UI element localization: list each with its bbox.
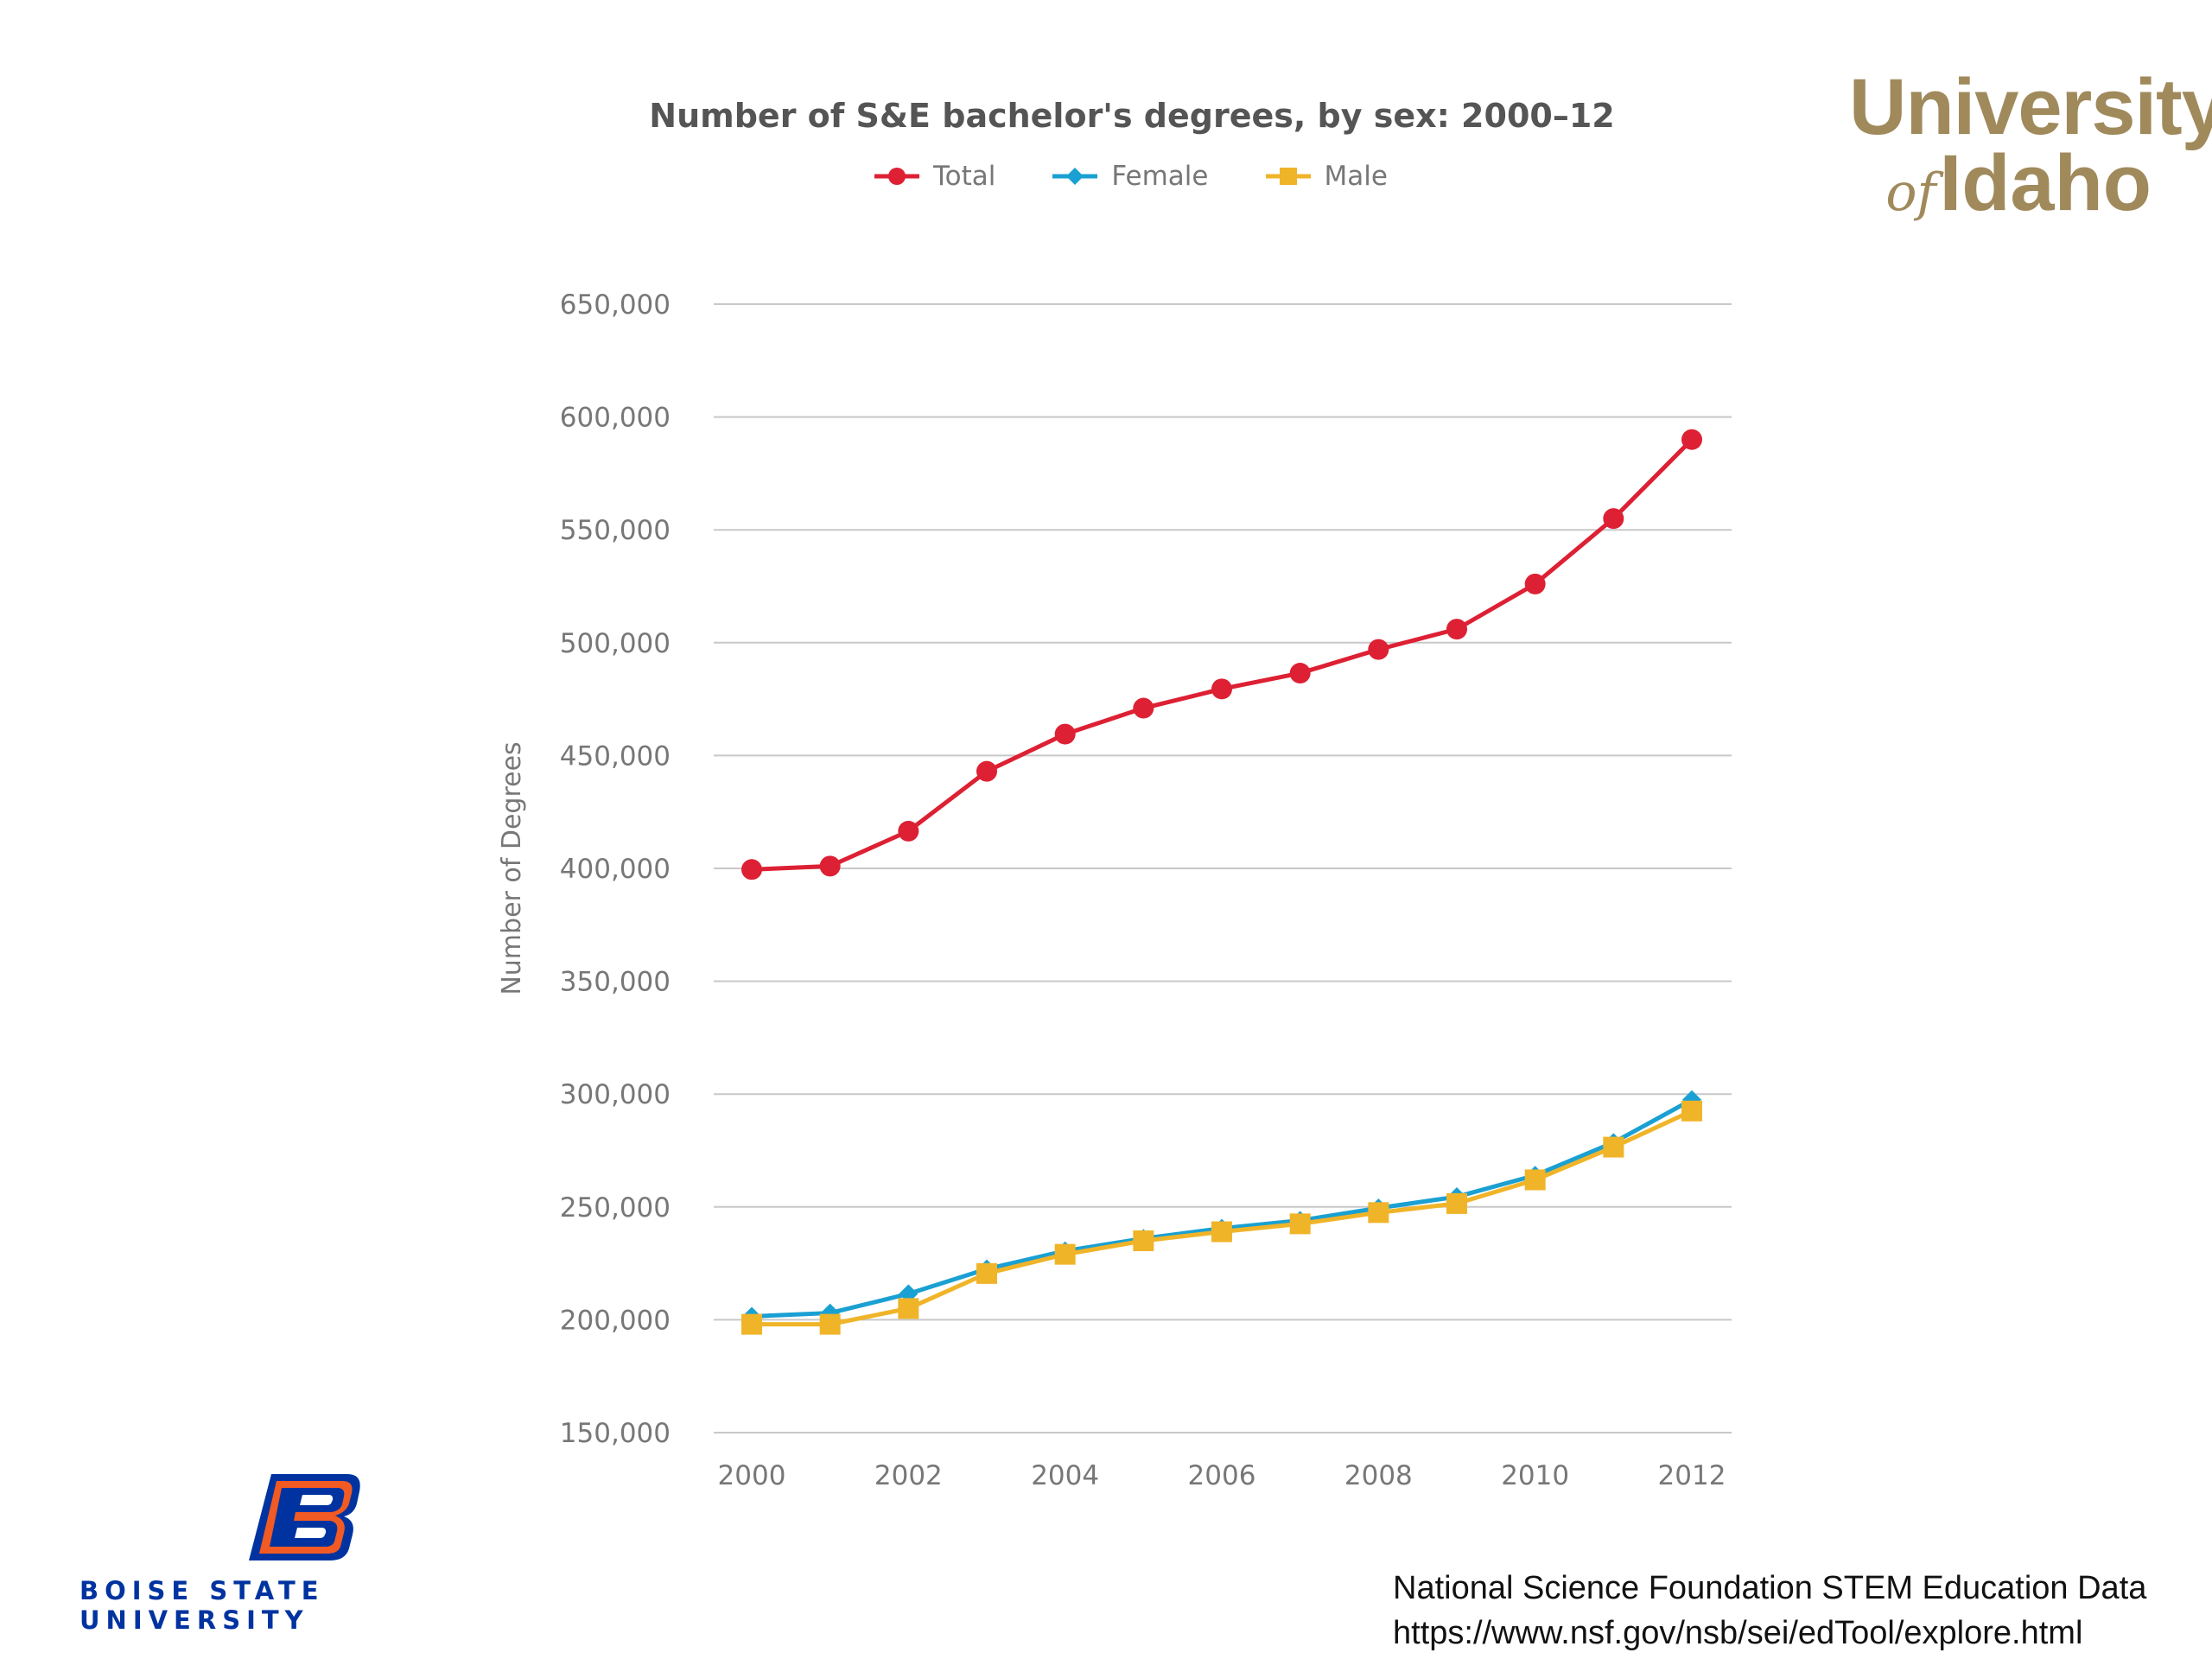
boise-state-logo: BOISE STATE UNIVERSITY [79, 1469, 563, 1635]
uidaho-logo-idaho: Idaho [1939, 139, 2152, 227]
x-tick-label: 2008 [1344, 1460, 1413, 1491]
series-line-male [752, 1109, 1694, 1327]
data-point-total[interactable] [1289, 663, 1311, 684]
y-tick-label: 500,000 [560, 628, 671, 659]
y-tick-label: 400,000 [560, 854, 671, 885]
data-point-male[interactable] [1524, 1169, 1546, 1191]
x-tick-label: 2004 [1031, 1460, 1099, 1491]
data-point-total[interactable] [1681, 429, 1702, 450]
gridlines [714, 303, 1732, 1433]
y-tick-label: 350,000 [560, 967, 671, 998]
x-tick-label: 2012 [1658, 1460, 1726, 1491]
series-line-total [751, 437, 1694, 872]
chart-legend: Total Female Male [873, 161, 1388, 192]
y-axis-label: Number of Degrees [497, 741, 527, 995]
source-note: National Science Foundation STEM Educati… [1393, 1566, 2146, 1656]
data-point-male[interactable] [976, 1262, 997, 1284]
data-point-male[interactable] [1368, 1202, 1389, 1224]
data-point-total[interactable] [1524, 573, 1546, 594]
x-tick-label: 2006 [1188, 1460, 1256, 1491]
data-point-total[interactable] [898, 820, 919, 842]
x-tick-label: 2010 [1501, 1460, 1569, 1491]
y-tick-label: 550,000 [560, 515, 671, 546]
legend-label-male: Male [1324, 161, 1388, 192]
data-point-total[interactable] [976, 760, 997, 782]
y-tick-label: 650,000 [560, 289, 671, 321]
legend-item-male[interactable]: Male [1264, 161, 1388, 192]
data-point-total[interactable] [1446, 619, 1467, 640]
x-axis-ticks: 2000 2002 2004 2006 2008 2010 2012 [718, 1460, 1726, 1491]
uidaho-logo-line2: ofIdaho [1849, 143, 2195, 231]
boise-b-icon [249, 1474, 360, 1560]
legend-marker-total [874, 168, 919, 185]
uidaho-logo-line1: University [1849, 63, 2212, 151]
data-point-male[interactable] [1054, 1243, 1076, 1265]
data-point-male[interactable] [1289, 1213, 1311, 1235]
data-point-total[interactable] [1368, 639, 1389, 660]
data-point-male[interactable] [1681, 1100, 1702, 1122]
data-point-male[interactable] [819, 1313, 841, 1335]
boise-state-name: BOISE STATE UNIVERSITY [79, 1576, 325, 1635]
data-point-male[interactable] [741, 1313, 762, 1335]
y-tick-label: 150,000 [560, 1418, 671, 1449]
y-tick-label: 450,000 [560, 741, 671, 772]
data-point-total[interactable] [1054, 723, 1076, 745]
y-tick-label: 200,000 [560, 1305, 671, 1336]
university-of-idaho-logo: University ofIdaho [1849, 63, 2212, 231]
data-point-total[interactable] [819, 855, 841, 877]
source-url[interactable]: https://www.nsf.gov/nsb/sei/edTool/explo… [1393, 1615, 2083, 1651]
data-point-total[interactable] [741, 859, 762, 880]
y-axis-ticks: 150,000 200,000 250,000 300,000 350,000 400,0… [560, 289, 671, 1449]
legend-label-female: Female [1111, 161, 1209, 192]
data-point-male[interactable] [1133, 1230, 1154, 1251]
legend-marker-male [1265, 168, 1311, 185]
data-point-male[interactable] [1446, 1192, 1467, 1214]
legend-item-female[interactable]: Female [1051, 161, 1209, 192]
data-point-male[interactable] [898, 1298, 919, 1319]
x-tick-label: 2000 [718, 1460, 786, 1491]
series-lines [741, 429, 1702, 1335]
y-tick-label: 250,000 [560, 1192, 671, 1224]
data-point-male[interactable] [1603, 1136, 1624, 1158]
series-line-female [751, 1097, 1694, 1319]
y-tick-label: 300,000 [560, 1079, 671, 1110]
legend-item-total[interactable]: Total [873, 161, 995, 192]
data-point-total[interactable] [1133, 697, 1154, 719]
source-line-1: National Science Foundation STEM Educati… [1393, 1570, 2147, 1606]
data-point-male[interactable] [1211, 1221, 1232, 1243]
legend-marker-female [1052, 168, 1098, 185]
data-point-total[interactable] [1603, 508, 1624, 530]
x-tick-label: 2002 [874, 1460, 943, 1491]
chart-title: Number of S&E bachelor's degrees, by sex… [649, 97, 1615, 135]
y-tick-label: 600,000 [560, 403, 671, 434]
legend-label-total: Total [933, 161, 996, 192]
data-point-total[interactable] [1211, 678, 1232, 700]
uidaho-logo-of: of [1885, 162, 1936, 223]
